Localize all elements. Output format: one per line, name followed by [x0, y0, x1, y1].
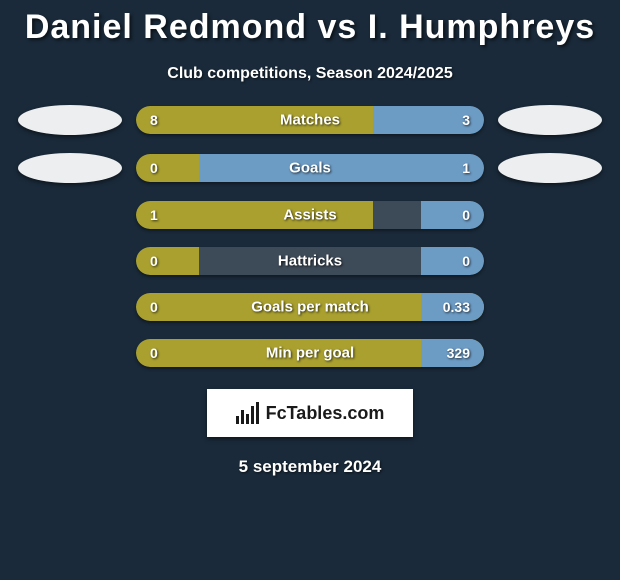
- fill-left: [136, 201, 373, 229]
- fill-left: [136, 154, 199, 182]
- stat-bar: 0 329 Min per goal: [136, 339, 484, 367]
- comparison-infographic: Daniel Redmond vs I. Humphreys Club comp…: [0, 0, 620, 580]
- avatar-slot-right: [498, 153, 602, 183]
- subtitle: Club competitions, Season 2024/2025: [167, 65, 452, 83]
- value-left: 1: [150, 207, 158, 223]
- branding-text: FcTables.com: [266, 403, 385, 424]
- avatar-left: [18, 153, 122, 183]
- value-left: 8: [150, 112, 158, 128]
- fill-right: [421, 247, 484, 275]
- value-left: 0: [150, 345, 158, 361]
- stat-row: 0 0 Hattricks: [0, 247, 620, 275]
- stat-bar: 0 1 Goals: [136, 154, 484, 182]
- date-label: 5 september 2024: [239, 457, 382, 477]
- value-right: 0: [462, 253, 470, 269]
- value-right: 1: [462, 160, 470, 176]
- value-right: 0: [462, 207, 470, 223]
- value-left: 0: [150, 253, 158, 269]
- fill-right: [421, 201, 484, 229]
- value-right: 329: [447, 345, 470, 361]
- avatar-slot-left: [18, 153, 122, 183]
- stat-bar: 0 0.33 Goals per match: [136, 293, 484, 321]
- stat-rows: 8 3 Matches 0 1 Goals 1 0 Assists 0 0 Hattricks 0 0.3…: [0, 105, 620, 367]
- value-right: 0.33: [443, 299, 470, 315]
- stat-bar: 0 0 Hattricks: [136, 247, 484, 275]
- avatar-right: [498, 105, 602, 135]
- branding-badge: FcTables.com: [207, 389, 413, 437]
- stat-bar: 1 0 Assists: [136, 201, 484, 229]
- stat-row: 1 0 Assists: [0, 201, 620, 229]
- page-title: Daniel Redmond vs I. Humphreys: [25, 8, 595, 47]
- stat-label: Assists: [283, 207, 336, 224]
- stat-label: Min per goal: [266, 345, 354, 362]
- value-right: 3: [462, 112, 470, 128]
- bar-chart-icon: [236, 402, 260, 424]
- stat-label: Goals per match: [251, 299, 369, 316]
- fill-left: [136, 247, 199, 275]
- value-left: 0: [150, 299, 158, 315]
- stat-label: Matches: [280, 112, 340, 129]
- fill-right: [199, 154, 484, 182]
- value-left: 0: [150, 160, 158, 176]
- avatar-slot-right: [498, 105, 602, 135]
- avatar-left: [18, 105, 122, 135]
- avatar-slot-left: [18, 105, 122, 135]
- avatar-right: [498, 153, 602, 183]
- stat-row: 0 329 Min per goal: [0, 339, 620, 367]
- stat-row: 0 1 Goals: [0, 153, 620, 183]
- stat-label: Goals: [289, 160, 331, 177]
- stat-label: Hattricks: [278, 253, 342, 270]
- stat-bar: 8 3 Matches: [136, 106, 484, 134]
- stat-row: 0 0.33 Goals per match: [0, 293, 620, 321]
- stat-row: 8 3 Matches: [0, 105, 620, 135]
